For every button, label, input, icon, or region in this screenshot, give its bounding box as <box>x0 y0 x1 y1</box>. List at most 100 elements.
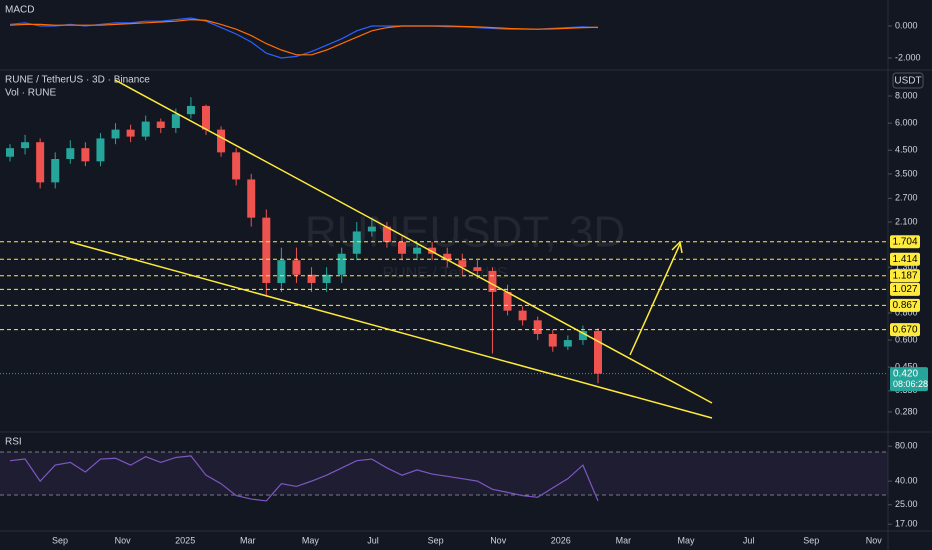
level-label: 0.867 <box>892 300 917 311</box>
y-tick-label: 8.000 <box>895 90 918 100</box>
candle-body <box>443 253 452 261</box>
x-tick-label: 2026 <box>551 535 571 545</box>
x-tick-label: Sep <box>52 535 68 545</box>
candle-body <box>277 260 286 283</box>
countdown: 08:06:28 <box>893 379 928 389</box>
y-tick-label: 3.500 <box>895 168 918 178</box>
level-label: 1.704 <box>892 236 917 247</box>
candle-body <box>81 148 90 162</box>
candle-body <box>578 331 587 341</box>
candle-body <box>292 260 301 275</box>
level-label: 1.187 <box>892 270 917 281</box>
series-line <box>9 17 599 59</box>
candle-body <box>473 267 482 271</box>
candle-body <box>232 152 241 180</box>
chart-subtitle: Vol · RUNE <box>5 88 56 99</box>
y-tick-label: 25.00 <box>895 499 918 509</box>
candle-body <box>503 291 512 311</box>
y-tick-label: 0.600 <box>895 334 918 344</box>
candle-body <box>66 148 75 160</box>
candle-body <box>398 241 406 254</box>
x-tick-label: 2025 <box>175 535 195 545</box>
y-tick-label: 2.100 <box>895 216 918 226</box>
y-tick-label: 2.700 <box>895 193 918 203</box>
candle-body <box>96 138 105 162</box>
level-label-box <box>890 323 920 337</box>
y-tick-label: 17.00 <box>895 519 918 529</box>
level-label: 1.414 <box>892 254 917 265</box>
series-line <box>9 455 599 502</box>
candle-body <box>322 274 331 283</box>
x-tick-label: Nov <box>115 535 132 545</box>
y-tick-label: -2.000 <box>895 52 921 62</box>
candle-body <box>202 105 210 130</box>
x-tick-label: Mar <box>240 535 256 545</box>
y-tick-label: 0.000 <box>895 20 918 30</box>
candle-body <box>141 121 150 137</box>
pane-title: MACD <box>5 5 34 16</box>
x-tick-label: Nov <box>866 535 883 545</box>
level-label-box <box>890 235 920 249</box>
y-tick-label: 6.000 <box>895 118 918 128</box>
candle-body <box>51 159 60 183</box>
candle-body <box>6 148 14 157</box>
candle-body <box>548 333 557 347</box>
candle-body <box>413 247 422 254</box>
candle-body <box>111 129 120 139</box>
candle-body <box>458 260 467 268</box>
candle-body <box>262 217 271 283</box>
y-tick-label: 40.00 <box>895 476 918 486</box>
candle-body <box>186 105 195 115</box>
x-tick-label: Sep <box>428 535 444 545</box>
candle-body <box>307 274 316 283</box>
x-tick-label: Jul <box>743 535 755 545</box>
candle-body <box>247 179 256 218</box>
candle-body <box>533 320 542 334</box>
last-price-box <box>890 367 928 392</box>
x-tick-label: Mar <box>616 535 632 545</box>
y-tick-label: 0.800 <box>895 307 918 317</box>
x-tick-label: May <box>677 535 695 545</box>
series-line <box>9 18 599 56</box>
y-tick-label: 1.300 <box>895 262 918 272</box>
unit-box[interactable] <box>892 72 924 89</box>
y-tick-label: 0.450 <box>895 362 918 372</box>
level-label: 0.670 <box>892 324 917 335</box>
trendline <box>69 241 713 419</box>
candle-body <box>488 270 497 292</box>
candle-body <box>156 121 165 128</box>
candle-body <box>594 331 602 374</box>
unit-label: USDT <box>894 76 921 87</box>
x-tick-label: Nov <box>490 535 507 545</box>
level-label-box <box>890 282 920 296</box>
last-price-label: 0.420 <box>893 368 918 379</box>
candle-body <box>563 340 572 347</box>
candle-body <box>382 226 391 242</box>
candle-body <box>36 142 45 183</box>
pane-title: RSI <box>5 437 22 448</box>
candle-body <box>367 226 376 232</box>
y-tick-label: 4.500 <box>895 145 918 155</box>
x-tick-label: Jul <box>367 535 379 545</box>
rsi-band <box>0 452 888 495</box>
level-label-box <box>890 298 920 312</box>
level-label-box <box>890 269 920 283</box>
projection-arrow <box>629 243 681 356</box>
x-tick-label: Sep <box>803 535 819 545</box>
x-tick-label: May <box>302 535 320 545</box>
candle-body <box>217 129 226 153</box>
candle-body <box>171 114 180 128</box>
candle-body <box>337 253 346 275</box>
candle-body <box>518 310 527 321</box>
arrow-head <box>671 241 683 254</box>
y-tick-label: 80.00 <box>895 441 918 451</box>
chart-title: RUNE / TetherUS · 3D · Binance <box>5 75 150 86</box>
level-label: 1.027 <box>892 284 917 295</box>
candle-body <box>428 247 437 254</box>
trendline <box>114 79 713 404</box>
candle-body <box>126 129 135 137</box>
y-tick-label: 0.280 <box>895 406 918 416</box>
level-label-box <box>890 252 920 266</box>
